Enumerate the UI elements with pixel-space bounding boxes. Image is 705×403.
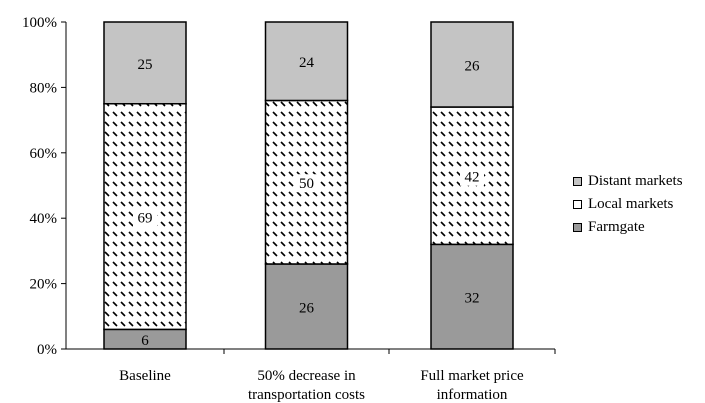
x-category-label: information (437, 387, 508, 403)
x-category-label: Full market price (420, 368, 524, 384)
y-tick-label: 80% (30, 80, 58, 96)
legend-label: Local markets (588, 196, 674, 212)
legend-item-local-markets: Local markets (573, 193, 683, 216)
bar-segment-distant-markets (430, 21, 514, 108)
data-label: 69 (138, 211, 153, 227)
data-label: 42 (465, 170, 480, 186)
data-label: 6 (141, 333, 149, 349)
chart-bars (103, 21, 514, 350)
data-label: 25 (138, 57, 153, 73)
y-tick-label: 20% (30, 277, 58, 293)
data-label-background (133, 208, 157, 227)
data-label-background (460, 167, 484, 186)
x-category-label: Baseline (119, 368, 171, 384)
legend-swatch (573, 200, 582, 209)
data-label: 26 (299, 300, 315, 316)
legend-label: Distant markets (588, 173, 683, 189)
bar-segment-distant-markets (103, 21, 187, 105)
y-tick-label: 40% (30, 211, 58, 227)
y-tick-label: 0% (37, 342, 57, 358)
bar-segment-farmgate (430, 243, 514, 350)
data-label: 26 (465, 59, 481, 75)
legend-item-farmgate: Farmgate (573, 216, 683, 239)
data-label-background (294, 174, 319, 193)
data-label: 24 (299, 55, 315, 71)
chart-legend: Distant markets Local markets Farmgate (573, 170, 683, 239)
bar-segment-distant-markets (264, 21, 349, 102)
x-category-label: transportation costs (248, 387, 365, 403)
legend-swatch (573, 223, 582, 232)
y-tick-label: 60% (30, 146, 58, 162)
legend-swatch (573, 177, 582, 186)
y-tick-label: 100% (22, 15, 57, 31)
chart-labels: 6 69 25 Baseline 26 50 24 50% decrease in transp… (119, 55, 524, 403)
x-category-label: 50% decrease in (257, 368, 356, 384)
data-label: 50 (299, 176, 314, 192)
legend-label: Farmgate (588, 219, 645, 235)
data-label: 32 (465, 291, 480, 307)
legend-item-distant-markets: Distant markets (573, 170, 683, 193)
